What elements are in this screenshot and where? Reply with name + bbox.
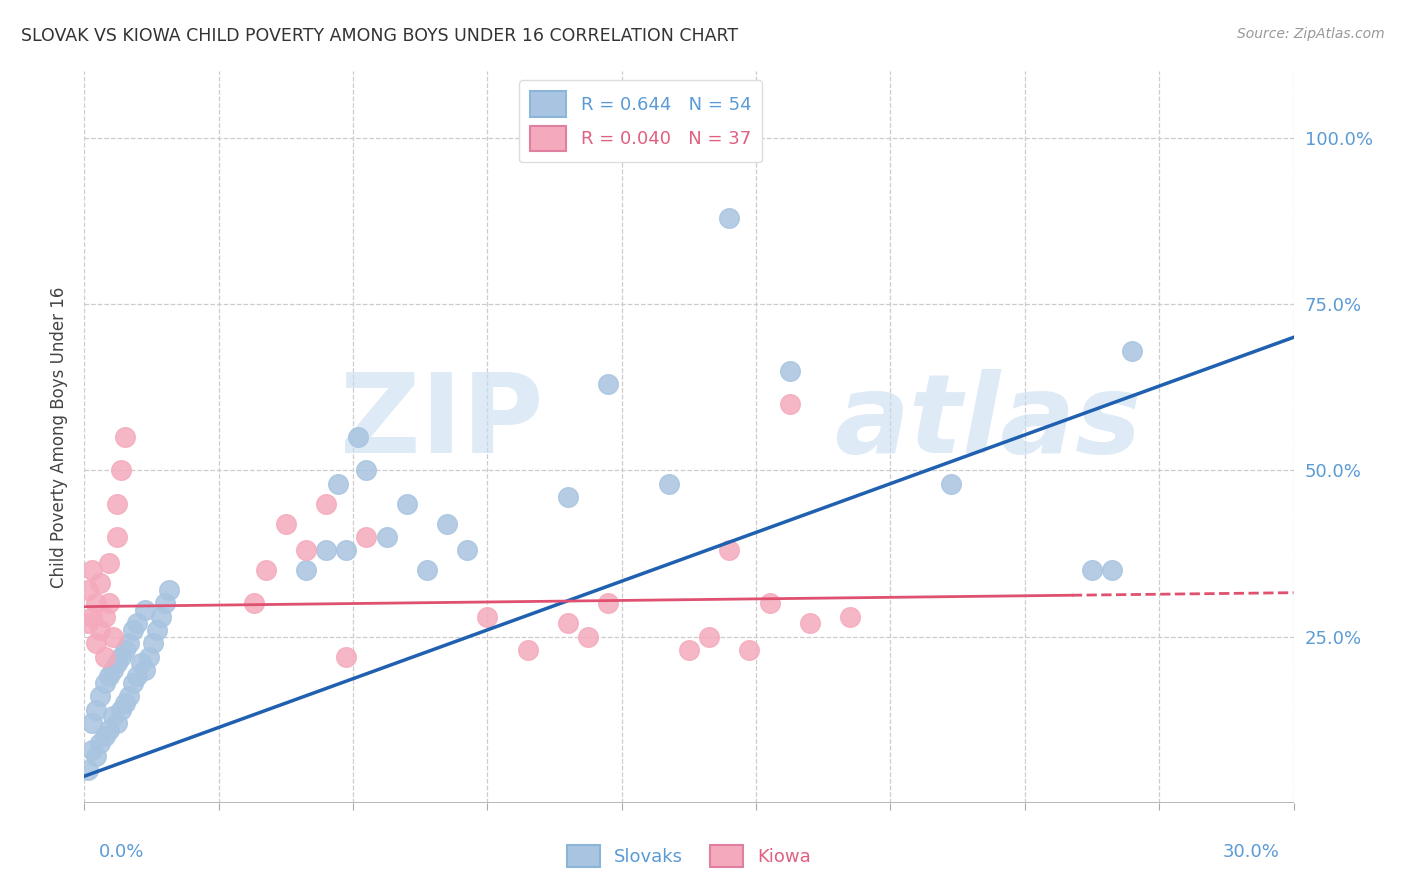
Text: SLOVAK VS KIOWA CHILD POVERTY AMONG BOYS UNDER 16 CORRELATION CHART: SLOVAK VS KIOWA CHILD POVERTY AMONG BOYS…: [21, 27, 738, 45]
Point: [110, 463, 132, 477]
Point: [779, 397, 801, 411]
Point: [328, 476, 350, 491]
Point: [86, 703, 108, 717]
Point: [77, 616, 100, 631]
Y-axis label: Child Poverty Among Boys Under 16: Child Poverty Among Boys Under 16: [51, 286, 69, 588]
Point: [114, 643, 136, 657]
Point: [1101, 563, 1123, 577]
Point: [416, 563, 439, 577]
Point: [101, 630, 124, 644]
Point: [295, 543, 318, 558]
Point: [142, 636, 165, 650]
Point: [134, 603, 156, 617]
Text: ZIP: ZIP: [340, 369, 544, 476]
Point: [839, 609, 862, 624]
Point: [114, 696, 136, 710]
Point: [149, 609, 172, 624]
Point: [557, 616, 579, 631]
Point: [347, 430, 370, 444]
Point: [93, 609, 115, 624]
Point: [254, 563, 277, 577]
Point: [82, 609, 104, 624]
Point: [86, 596, 108, 610]
Point: [157, 582, 180, 597]
Point: [101, 663, 124, 677]
Point: [110, 649, 132, 664]
Point: [82, 563, 104, 577]
Point: [97, 723, 120, 737]
Legend: Slovaks, Kiowa: Slovaks, Kiowa: [560, 838, 818, 874]
Point: [356, 530, 378, 544]
Point: [89, 623, 111, 637]
Point: [97, 596, 120, 610]
Point: [125, 669, 148, 683]
Point: [118, 690, 141, 704]
Point: [738, 643, 761, 657]
Point: [110, 703, 132, 717]
Point: [134, 663, 156, 677]
Point: [758, 596, 780, 610]
Point: [242, 596, 264, 610]
Point: [335, 649, 357, 664]
Point: [375, 530, 398, 544]
Point: [114, 430, 136, 444]
Point: [1081, 563, 1104, 577]
Point: [138, 649, 160, 664]
Point: [274, 516, 297, 531]
Point: [939, 476, 962, 491]
Point: [436, 516, 458, 531]
Point: [82, 716, 104, 731]
Point: [93, 676, 115, 690]
Point: [105, 656, 128, 670]
Point: [477, 609, 499, 624]
Point: [658, 476, 681, 491]
Point: [315, 543, 337, 558]
Point: [118, 636, 141, 650]
Point: [456, 543, 478, 558]
Point: [295, 563, 318, 577]
Point: [82, 742, 104, 756]
Point: [516, 643, 538, 657]
Point: [678, 643, 700, 657]
Point: [93, 649, 115, 664]
Point: [97, 669, 120, 683]
Point: [598, 596, 620, 610]
Point: [121, 676, 143, 690]
Point: [146, 623, 169, 637]
Point: [315, 497, 337, 511]
Point: [89, 690, 111, 704]
Point: [97, 557, 120, 571]
Point: [105, 497, 128, 511]
Text: atlas: atlas: [834, 369, 1142, 476]
Point: [557, 490, 579, 504]
Point: [395, 497, 418, 511]
Point: [125, 616, 148, 631]
Point: [93, 729, 115, 743]
Point: [86, 636, 108, 650]
Point: [576, 630, 599, 644]
Point: [101, 709, 124, 723]
Point: [89, 576, 111, 591]
Point: [335, 543, 357, 558]
Text: Source: ZipAtlas.com: Source: ZipAtlas.com: [1237, 27, 1385, 41]
Point: [129, 656, 152, 670]
Point: [1121, 343, 1143, 358]
Point: [77, 582, 100, 597]
Point: [89, 736, 111, 750]
Text: 0.0%: 0.0%: [98, 843, 143, 861]
Point: [105, 716, 128, 731]
Point: [356, 463, 378, 477]
Point: [77, 763, 100, 777]
Point: [105, 530, 128, 544]
Point: [799, 616, 821, 631]
Point: [121, 623, 143, 637]
Point: [598, 376, 620, 391]
Point: [86, 749, 108, 764]
Text: 30.0%: 30.0%: [1223, 843, 1279, 861]
Point: [153, 596, 176, 610]
Point: [718, 543, 741, 558]
Point: [779, 363, 801, 377]
Point: [697, 630, 720, 644]
Point: [718, 211, 741, 225]
